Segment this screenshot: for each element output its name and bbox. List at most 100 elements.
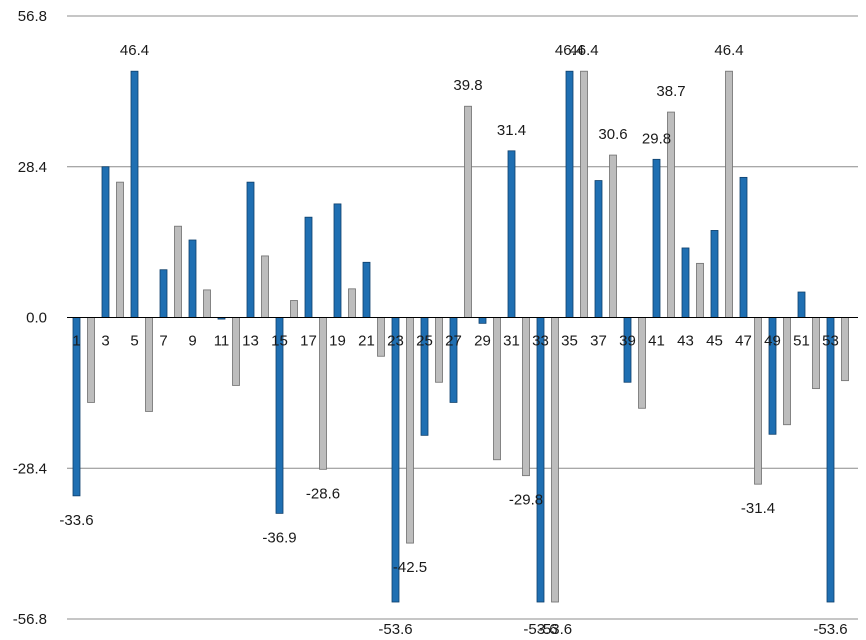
bar-10 <box>203 289 211 318</box>
data-label-33: -53.6 <box>523 621 557 638</box>
x-tick-label: 29 <box>474 333 491 350</box>
bar-4 <box>116 181 124 318</box>
bar-29 <box>478 317 487 324</box>
x-tick-label: 27 <box>445 333 462 350</box>
bar-43 <box>681 247 690 318</box>
x-tick-label: 43 <box>677 333 694 350</box>
x-tick-label: 25 <box>416 333 433 350</box>
bar-34 <box>551 317 559 603</box>
bar-14 <box>261 255 269 318</box>
bar-39 <box>623 317 632 383</box>
bar-46 <box>725 70 733 318</box>
y-tick-label: 56.8 <box>18 8 47 25</box>
data-label-34: -53.6 <box>538 621 572 638</box>
data-label-42: 38.7 <box>656 83 685 100</box>
bar-7 <box>159 269 168 318</box>
bar-54 <box>841 317 849 382</box>
bar-32 <box>522 317 530 477</box>
bar-48 <box>754 317 762 485</box>
bar-38 <box>609 154 617 318</box>
data-label-53: -53.6 <box>813 621 847 638</box>
bar-51 <box>797 291 806 318</box>
data-label-31: 31.4 <box>497 122 526 139</box>
bar-12 <box>232 317 240 386</box>
bar-19 <box>333 203 342 318</box>
bar-44 <box>696 262 704 318</box>
bar-40 <box>638 317 646 409</box>
x-tick-label: 45 <box>706 333 723 350</box>
bar-3 <box>101 166 110 318</box>
data-label-36: 46.4 <box>569 42 598 59</box>
x-tick-label: 1 <box>72 333 80 350</box>
data-label-1: -33.6 <box>59 512 93 529</box>
data-label-41: 29.8 <box>642 130 671 147</box>
bar-45 <box>710 230 719 318</box>
bar-6 <box>145 317 153 412</box>
x-axis-tick-labels: 1 3 5 7 9 11 13 15 17 19 21 23 25 27 29 31 33 35 37 39 41 43 4… <box>72 333 839 350</box>
x-tick-label: 5 <box>130 333 138 350</box>
y-tick-label: 28.4 <box>18 159 47 176</box>
bar-47 <box>739 176 748 318</box>
bars <box>72 70 849 603</box>
bar-16 <box>290 300 298 318</box>
x-tick-label: 53 <box>822 333 839 350</box>
data-label-46: 46.4 <box>714 42 743 59</box>
x-tick-label: 21 <box>358 333 375 350</box>
x-tick-label: 7 <box>159 333 167 350</box>
x-tick-label: 31 <box>503 333 520 350</box>
x-tick-label: 9 <box>188 333 196 350</box>
bar-8 <box>174 225 182 318</box>
x-tick-label: 37 <box>590 333 607 350</box>
bar-21 <box>362 261 371 318</box>
x-tick-label: 49 <box>764 333 781 350</box>
bar-2 <box>87 317 95 403</box>
y-tick-label: 0.0 <box>26 310 47 327</box>
bar-31 <box>507 150 516 318</box>
y-tick-label: -28.4 <box>13 460 47 477</box>
bar-37 <box>594 180 603 318</box>
bar-30 <box>493 317 501 461</box>
data-label-15: -36.9 <box>262 529 296 546</box>
x-tick-label: 39 <box>619 333 636 350</box>
x-tick-label: 23 <box>387 333 404 350</box>
bar-41 <box>652 158 661 318</box>
bar-33 <box>536 317 545 603</box>
bar-35 <box>565 70 574 318</box>
x-tick-label: 51 <box>793 333 810 350</box>
bar-52 <box>812 317 820 390</box>
data-label-5: 46.4 <box>120 42 149 59</box>
x-tick-label: 41 <box>648 333 665 350</box>
data-label-28: 39.8 <box>453 77 482 94</box>
x-tick-label: 19 <box>329 333 346 350</box>
bar-27 <box>449 317 458 403</box>
x-tick-label: 17 <box>300 333 317 350</box>
bar-13 <box>246 181 255 318</box>
bar-24 <box>406 317 414 544</box>
data-label-23: -53.6 <box>378 621 412 638</box>
data-label-48: -31.4 <box>741 500 775 517</box>
x-tick-label: 3 <box>101 333 109 350</box>
data-label-35: 46.4 <box>555 42 584 59</box>
bar-20 <box>348 288 356 318</box>
bar-50 <box>783 317 791 426</box>
data-label-38: 30.6 <box>598 126 627 143</box>
bar-22 <box>377 317 385 357</box>
data-label-24: -42.5 <box>393 559 427 576</box>
x-tick-label: 11 <box>214 333 230 350</box>
y-tick-label: -56.8 <box>13 611 47 628</box>
x-tick-label: 15 <box>271 333 288 350</box>
bar-53 <box>826 317 835 603</box>
bar-28 <box>464 105 472 318</box>
data-label-18: -28.6 <box>306 485 340 502</box>
data-label-32: -29.8 <box>509 492 543 509</box>
x-tick-label: 13 <box>242 333 259 350</box>
x-tick-label: 33 <box>532 333 549 350</box>
bar-5 <box>130 70 139 318</box>
x-tick-label: 35 <box>561 333 578 350</box>
bar-26 <box>435 317 443 383</box>
y-axis-tick-labels: 56.8 28.4 0.0 -28.4 -56.8 <box>13 8 47 628</box>
bar-17 <box>304 216 313 318</box>
bar-36 <box>580 70 588 318</box>
bar-9 <box>188 239 197 318</box>
